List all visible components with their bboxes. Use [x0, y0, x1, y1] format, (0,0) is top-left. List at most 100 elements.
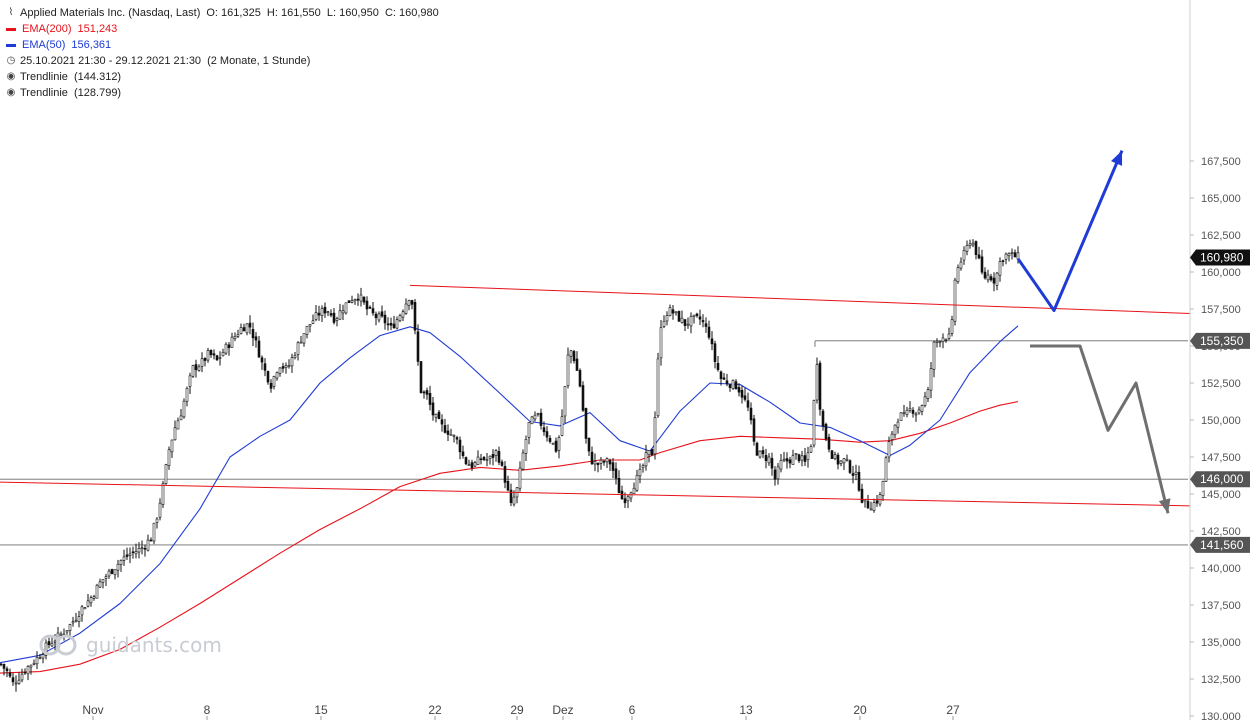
- legend-ema50[interactable]: EMA(50) 156,361: [6, 37, 439, 53]
- candle: [689, 312, 693, 334]
- candle: [1010, 248, 1014, 260]
- candle: [290, 353, 294, 373]
- candle-body: [107, 570, 111, 577]
- candle-body: [968, 243, 972, 246]
- candle: [569, 349, 573, 364]
- candle: [251, 322, 255, 346]
- candle-body: [98, 581, 102, 588]
- candle: [176, 417, 180, 430]
- candle-body: [872, 502, 876, 511]
- candle-body: [755, 442, 759, 456]
- candle-body: [710, 338, 714, 345]
- candle: [647, 450, 651, 463]
- candle-body: [80, 606, 84, 616]
- candle: [815, 357, 819, 404]
- candle: [239, 323, 243, 335]
- candle: [680, 310, 684, 324]
- candle-body: [158, 502, 162, 518]
- candle-body: [71, 621, 75, 624]
- candle: [560, 409, 564, 437]
- candle-body: [851, 473, 855, 476]
- candle: [0, 662, 3, 667]
- candle: [953, 277, 957, 326]
- candle-body: [737, 387, 741, 393]
- candle: [842, 458, 846, 470]
- candle-body: [47, 641, 51, 646]
- candle-body: [530, 416, 534, 425]
- candle-body: [494, 450, 498, 456]
- candle-body: [926, 389, 930, 399]
- candle-body: [308, 324, 312, 327]
- x-tick-label: Nov: [82, 703, 103, 717]
- candle-body: [794, 453, 798, 455]
- candle: [482, 455, 486, 462]
- candle: [599, 456, 603, 470]
- candle-body: [464, 457, 468, 465]
- candle: [350, 295, 354, 304]
- candle: [296, 341, 300, 361]
- candle-body: [431, 402, 435, 416]
- candle-body: [74, 619, 78, 622]
- candle-body: [332, 312, 336, 323]
- ema200-label: EMA(200): [22, 23, 72, 35]
- candle: [65, 630, 69, 635]
- candle-body: [902, 412, 906, 414]
- candle: [701, 314, 705, 328]
- candle: [917, 406, 921, 415]
- candle-body: [275, 372, 279, 379]
- candle-body: [935, 340, 939, 343]
- candle-body: [845, 458, 849, 461]
- candle: [875, 494, 879, 507]
- candle-body: [359, 294, 363, 302]
- candle: [587, 437, 591, 457]
- candle: [992, 272, 996, 292]
- candle-body: [809, 446, 813, 453]
- candle-body: [245, 323, 249, 334]
- candle-body: [377, 313, 381, 321]
- x-tick-label: 8: [204, 703, 211, 717]
- candle: [752, 414, 756, 446]
- candle-body: [491, 454, 495, 458]
- candle: [662, 315, 666, 329]
- candle: [20, 668, 24, 683]
- candle-body: [242, 327, 246, 332]
- candle-body: [230, 336, 234, 348]
- candle-body: [740, 389, 744, 398]
- candle-body: [758, 450, 762, 458]
- candle-body: [548, 437, 552, 442]
- candle-body: [26, 666, 30, 675]
- candle-body: [752, 418, 756, 442]
- candle-body: [536, 413, 540, 415]
- candle: [74, 612, 78, 623]
- legend-title: Applied Materials Inc. (Nasdaq, Last): [20, 7, 201, 19]
- candle-body: [944, 339, 948, 341]
- candle-body: [362, 296, 366, 303]
- legend-trendline-1[interactable]: ◉ Trendlinie (144.312): [6, 69, 439, 85]
- candle: [806, 446, 810, 468]
- legend-ema200[interactable]: EMA(200) 151,243: [6, 21, 439, 37]
- candle-body: [635, 474, 639, 491]
- candle: [851, 465, 855, 484]
- candle: [533, 411, 537, 422]
- candle: [683, 319, 687, 332]
- candle-body: [665, 315, 669, 322]
- candle-body: [392, 323, 396, 329]
- candle-body: [443, 425, 447, 433]
- ema50-value: 156,361: [71, 39, 112, 51]
- candle: [116, 559, 120, 578]
- candle-body: [509, 489, 513, 503]
- candle-body: [719, 371, 723, 380]
- candle-body: [575, 358, 579, 371]
- candle: [467, 459, 471, 466]
- candle: [758, 450, 762, 459]
- y-tick-label: 130,000: [1201, 711, 1241, 720]
- candle-body: [827, 436, 831, 450]
- candle-body: [569, 350, 573, 357]
- candle-body: [302, 333, 306, 344]
- candle: [434, 413, 438, 423]
- candle: [977, 246, 981, 260]
- candle: [527, 422, 531, 445]
- legend-trendline-2[interactable]: ◉ Trendlinie (128.799): [6, 85, 439, 101]
- level-tag-text: 146,000: [1200, 472, 1244, 486]
